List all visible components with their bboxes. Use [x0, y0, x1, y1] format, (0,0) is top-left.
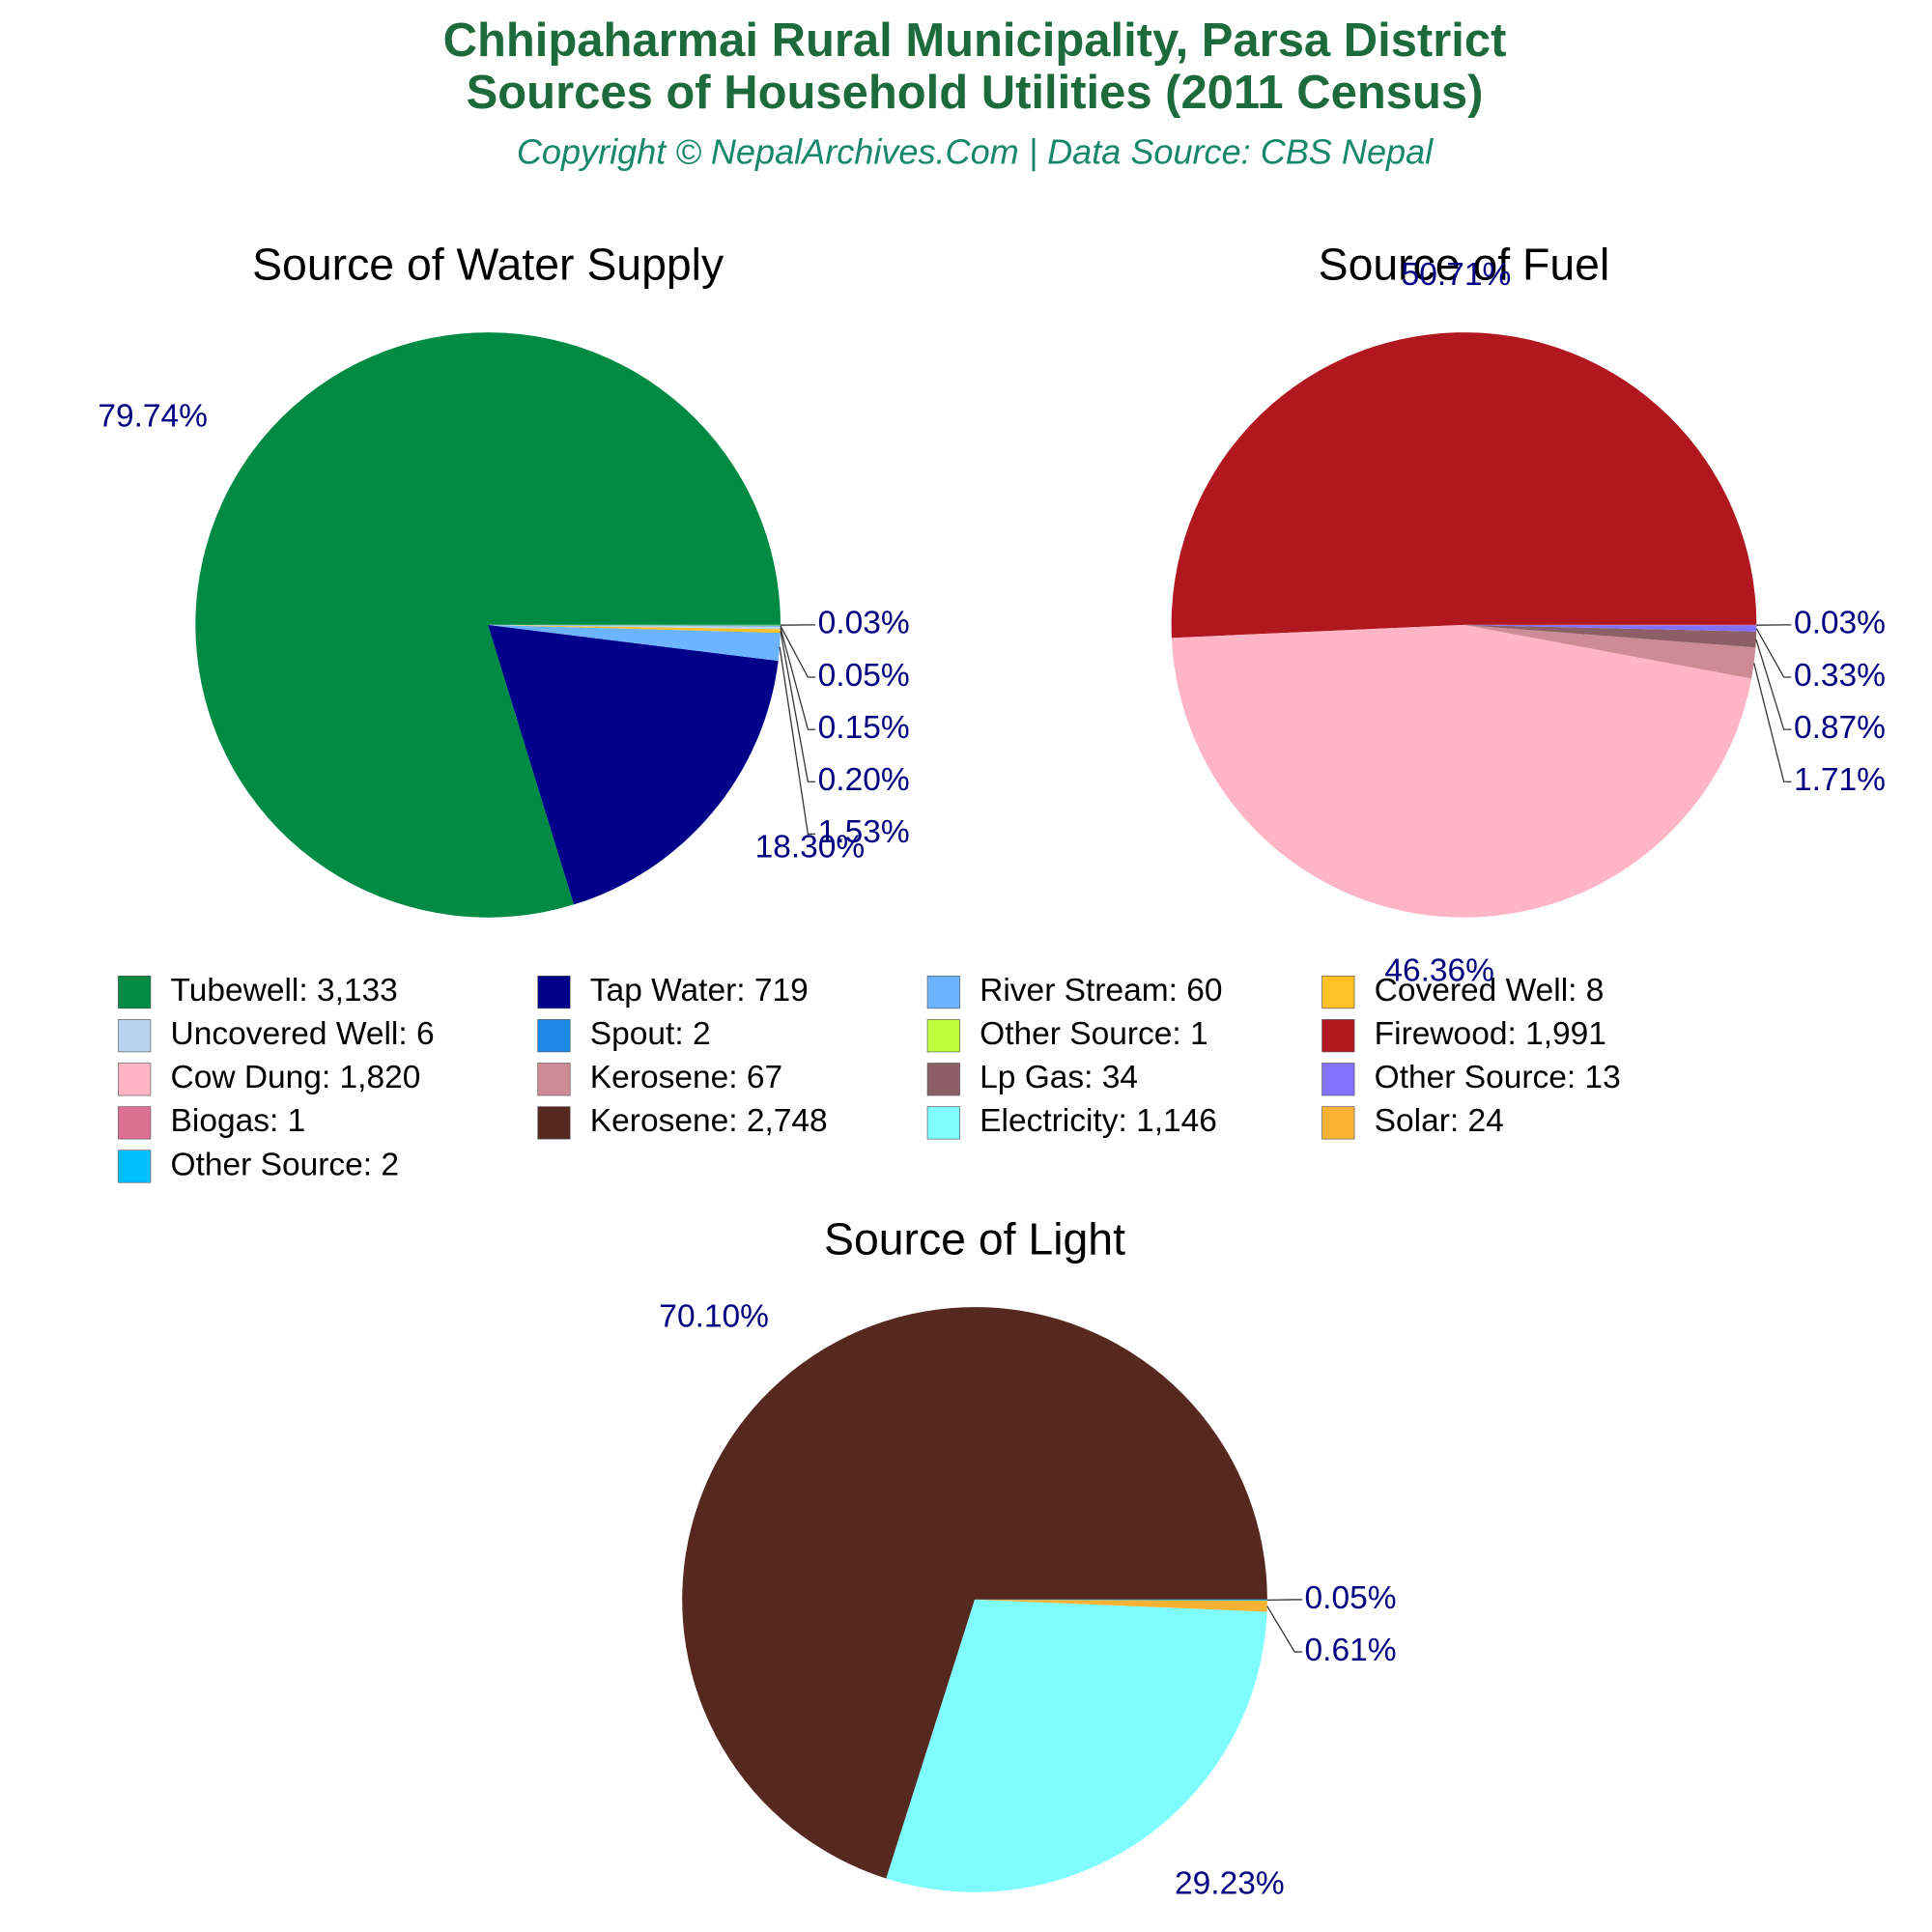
pie-slice [1463, 624, 1757, 626]
pie-slice [195, 332, 781, 918]
slice-label: 0.61% [1305, 1633, 1397, 1668]
legend-label: Other Source: 2 [171, 1147, 399, 1182]
legend-label: Other Source: 1 [980, 1016, 1208, 1052]
pie-slice [1463, 624, 1756, 679]
legend-swatch [118, 1063, 152, 1096]
slice-label: 50.71% [1402, 257, 1512, 293]
pie-slice [1463, 624, 1757, 648]
slice-label: 1.71% [1794, 762, 1886, 798]
leader-line [1753, 663, 1792, 782]
pie-slice [886, 1599, 1267, 1892]
pie-slice [1463, 624, 1757, 632]
legend-swatch [118, 1150, 152, 1183]
legend-label: Tubewell: 3,133 [171, 973, 398, 1009]
legend-swatch [1321, 1019, 1355, 1053]
pie-slice [1171, 624, 1752, 918]
legend-label: Other Source: 13 [1375, 1060, 1621, 1095]
pie-slice [488, 624, 781, 662]
pie-slice [488, 624, 781, 630]
legend-swatch [926, 1106, 960, 1140]
legend-swatch [118, 975, 152, 1009]
page-title: Chhipaharmai Rural Municipality, Parsa D… [443, 14, 1507, 67]
slice-label: 18.30% [755, 830, 866, 866]
slice-label: 1.53% [818, 814, 910, 850]
leader-line [1266, 1605, 1302, 1653]
legend-swatch [1321, 1106, 1355, 1140]
legend-label: Cow Dung: 1,820 [171, 1060, 421, 1095]
slice-label: 0.05% [818, 658, 910, 694]
page-title: Sources of Household Utilities (2011 Cen… [467, 67, 1484, 119]
page-subtitle: Copyright © NepalArchives.Com | Data Sou… [517, 131, 1434, 171]
pie-slice [488, 624, 779, 905]
leader-line [780, 627, 816, 730]
legend-swatch [1321, 975, 1355, 1009]
slice-label: 46.36% [1384, 953, 1494, 989]
slice-label: 0.15% [818, 710, 910, 746]
pie-slice [1171, 332, 1757, 639]
leader-line [780, 631, 816, 782]
slice-label: 0.20% [818, 762, 910, 798]
legend-swatch [926, 975, 960, 1009]
leader-line [779, 646, 816, 836]
legend-label: Kerosene: 2,748 [590, 1103, 828, 1139]
legend-label: Lp Gas: 34 [980, 1060, 1138, 1095]
slice-label: 0.03% [818, 606, 910, 641]
slice-label: 0.87% [1794, 710, 1886, 746]
legend-swatch [926, 1063, 960, 1096]
slice-label: 0.03% [1794, 606, 1886, 641]
legend-swatch [926, 1019, 960, 1053]
legend-label: Biogas: 1 [171, 1103, 306, 1139]
legend-swatch [1321, 1063, 1355, 1096]
pie-slice [488, 624, 781, 627]
chart-title: Source of Fuel [1319, 239, 1610, 289]
chart-title: Source of Water Supply [252, 239, 724, 289]
pie-slice [488, 624, 781, 626]
legend-swatch [537, 1063, 571, 1096]
leader-line [1755, 639, 1792, 730]
legend-label: Spout: 2 [590, 1016, 711, 1052]
legend-swatch [118, 1106, 152, 1140]
pie-slice [975, 1599, 1267, 1612]
slice-label: 0.05% [1305, 1580, 1397, 1616]
legend-swatch [118, 1019, 152, 1053]
legend-swatch [537, 975, 571, 1009]
legend-label: Solar: 24 [1375, 1103, 1504, 1139]
slice-label: 0.33% [1794, 658, 1886, 694]
slice-label: 79.74% [98, 398, 208, 434]
legend-swatch [537, 1019, 571, 1053]
pie-slice [488, 624, 781, 634]
legend-label: Firewood: 1,991 [1375, 1016, 1606, 1052]
legend-label: River Stream: 60 [980, 973, 1222, 1009]
legend-label: Covered Well: 8 [1375, 973, 1605, 1009]
legend-label: Kerosene: 67 [590, 1060, 782, 1095]
slice-label: 29.23% [1175, 1865, 1285, 1901]
pie-slice [682, 1307, 1267, 1879]
legend-label: Electricity: 1,146 [980, 1103, 1217, 1139]
legend-label: Uncovered Well: 6 [171, 1016, 435, 1052]
chart-title: Source of Light [824, 1213, 1125, 1264]
leader-line [780, 625, 816, 678]
leader-line [1755, 628, 1792, 678]
slice-label: 70.10% [659, 1299, 769, 1335]
legend-swatch [537, 1106, 571, 1140]
legend-label: Tap Water: 719 [590, 973, 809, 1009]
